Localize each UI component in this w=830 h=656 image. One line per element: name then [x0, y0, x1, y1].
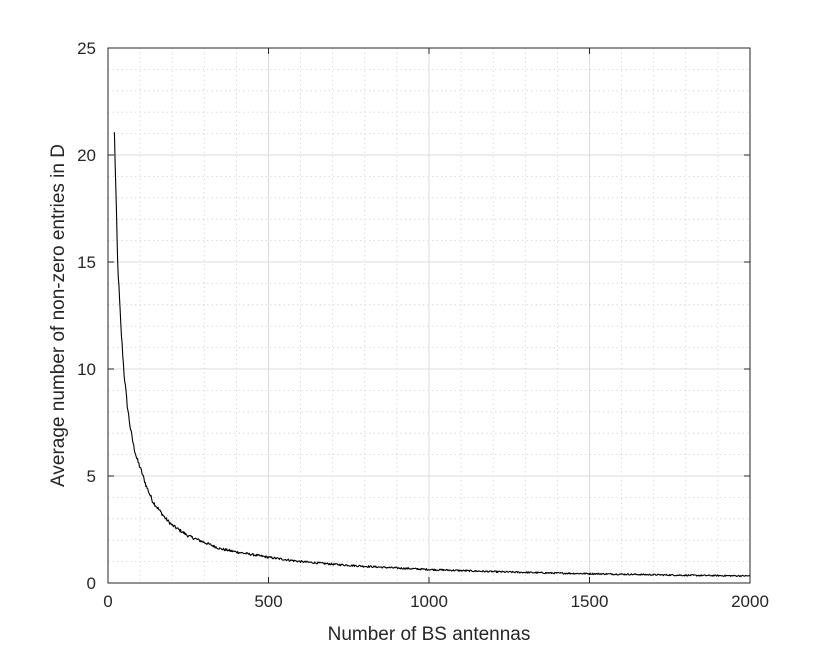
y-tick-label: 25 [77, 39, 96, 58]
x-tick-label: 2000 [731, 592, 769, 611]
y-tick-label: 10 [77, 360, 96, 379]
y-axis-label: Average number of non-zero entries in D [48, 144, 69, 487]
x-tick-label: 1000 [410, 592, 448, 611]
x-tick-label: 500 [254, 592, 282, 611]
y-tick-label: 5 [87, 467, 96, 486]
y-tick-label: 0 [87, 574, 96, 593]
x-tick-label: 0 [103, 592, 112, 611]
x-tick-labels: 0 500 1000 1500 2000 [103, 592, 769, 611]
y-tick-label: 20 [77, 146, 96, 165]
x-tick-label: 1500 [571, 592, 609, 611]
series-line [113, 132, 751, 578]
tick-marks [107, 47, 751, 584]
y-tick-label: 15 [77, 253, 96, 272]
y-tick-labels: 0 5 10 15 20 25 [77, 39, 96, 593]
series-layer [113, 132, 751, 578]
minor-grid [108, 48, 750, 583]
x-axis-label: Number of BS antennas [328, 624, 531, 645]
